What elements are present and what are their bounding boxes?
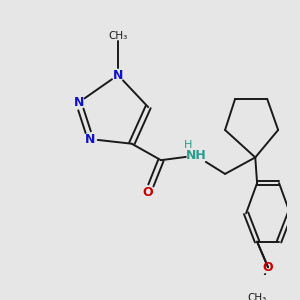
Text: CH₃: CH₃ — [108, 31, 128, 41]
Text: H: H — [184, 140, 193, 150]
Text: O: O — [143, 186, 154, 199]
Text: N: N — [113, 69, 123, 82]
Text: NH: NH — [185, 149, 206, 162]
Text: CH₃: CH₃ — [248, 293, 267, 300]
Text: O: O — [263, 261, 273, 274]
Text: N: N — [74, 96, 84, 109]
Text: N: N — [85, 133, 96, 146]
